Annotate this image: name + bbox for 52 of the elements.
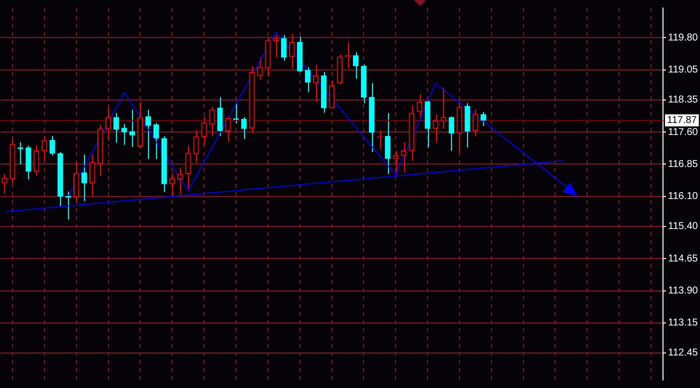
y-tick-label: 118.35 <box>668 94 698 106</box>
y-tick-label: 114.65 <box>668 253 698 264</box>
candlestick <box>26 145 32 180</box>
y-tick-label: 119.05 <box>668 64 698 76</box>
candlestick <box>448 116 454 152</box>
candlestick <box>233 101 239 124</box>
candlestick <box>225 116 231 142</box>
candlestick <box>145 109 151 160</box>
ref-line-label: 117.87 <box>667 115 698 126</box>
y-tick-label: 112.45 <box>668 348 698 359</box>
candlestick <box>74 162 80 204</box>
y-tick-label: 119.80 <box>668 32 698 44</box>
candlestick <box>273 34 279 58</box>
candlestick <box>289 34 295 69</box>
candlestick <box>328 80 335 109</box>
candlestick <box>281 34 287 62</box>
candlestick <box>440 87 446 130</box>
candlestick <box>201 116 207 146</box>
candlestick <box>50 135 56 156</box>
candlestick <box>185 145 191 190</box>
candlestick <box>177 167 183 196</box>
candlestick <box>129 109 136 148</box>
candlestick <box>81 154 88 202</box>
candlestick <box>153 122 159 160</box>
candlestick <box>480 111 486 126</box>
candlestick <box>472 109 478 137</box>
candlestick <box>400 142 406 173</box>
candlestick <box>193 129 199 164</box>
candlestick <box>464 102 470 148</box>
candlestick <box>376 130 382 150</box>
y-tick-label: 117.60 <box>668 126 698 138</box>
candlestick <box>352 52 359 80</box>
candlestick <box>121 123 128 146</box>
candlestick <box>209 106 215 136</box>
candlestick <box>312 64 319 102</box>
candlestick <box>384 112 390 175</box>
y-tick-label: 116.85 <box>668 158 698 170</box>
candlestick <box>42 135 48 162</box>
y-tick-label: 113.15 <box>668 318 698 329</box>
candlestick <box>257 56 263 80</box>
candlestick <box>217 96 223 136</box>
y-tick-label: 113.90 <box>668 286 698 297</box>
y-tick-label: 116.10 <box>668 191 698 202</box>
candlestick <box>113 112 120 144</box>
candlestick <box>416 94 422 120</box>
candlestick <box>89 154 96 197</box>
y-tick-label: 115.40 <box>668 221 698 232</box>
candlestick <box>34 144 40 176</box>
candlestick <box>432 114 438 144</box>
candlestick <box>241 116 247 140</box>
candlestick <box>304 66 311 93</box>
candlestick <box>105 107 112 142</box>
